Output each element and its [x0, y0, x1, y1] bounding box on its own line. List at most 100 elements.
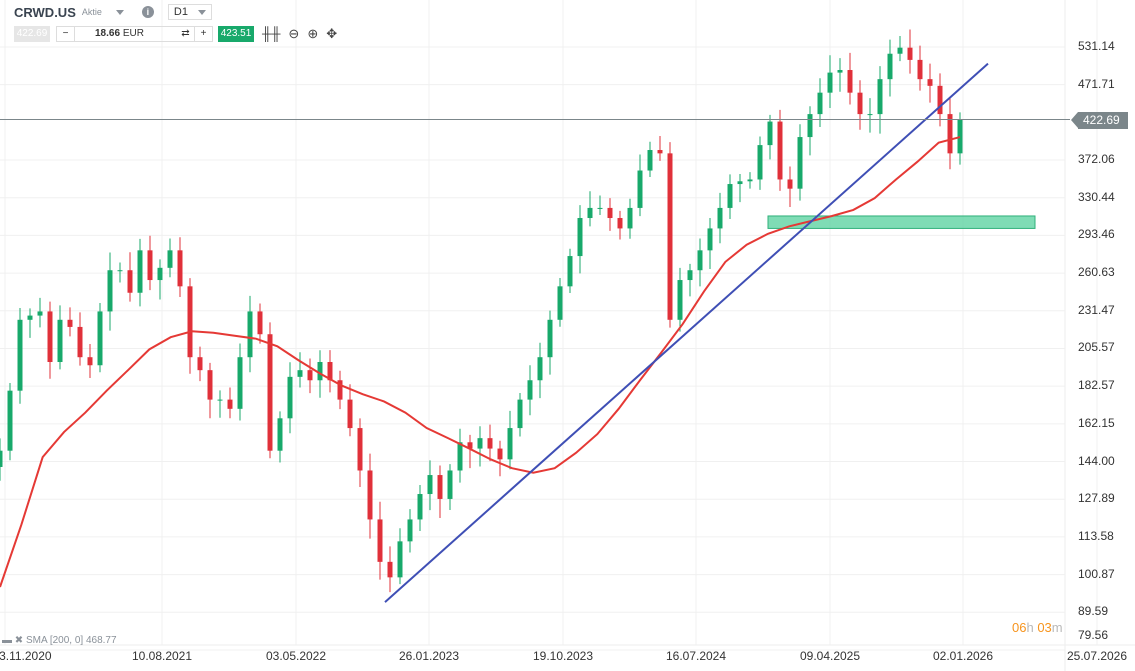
y-tick-label: 113.58 [1078, 528, 1114, 543]
timeframe-select[interactable]: D1 [167, 4, 212, 20]
candle-body [727, 184, 733, 208]
y-tick-label: 79.56 [1078, 628, 1109, 642]
y-tick-label: 531.14 [1078, 39, 1115, 53]
candle-body [517, 399, 523, 429]
candle-body [207, 370, 213, 400]
candle-body [347, 399, 353, 429]
y-tick-label: 293.46 [1078, 227, 1115, 242]
candle-body [387, 561, 393, 578]
sma-label: SMA [200, 0] 468.77 [25, 635, 117, 646]
candle-body [187, 286, 193, 358]
candle-body [167, 250, 173, 268]
candle-body [887, 53, 893, 80]
candle-body [377, 519, 383, 562]
candle-body [797, 137, 803, 189]
candle-body [937, 85, 943, 115]
candle-body [7, 390, 13, 451]
candle-body [247, 311, 253, 358]
volume-input[interactable]: 18.66 [95, 27, 121, 39]
candle-body [0, 450, 3, 467]
x-tick-label: 26.01.2023 [398, 649, 460, 663]
swap-icon[interactable]: ⇄ [177, 26, 195, 41]
currency-label: EUR [122, 27, 144, 39]
y-tick-label: 144.00 [1078, 453, 1115, 468]
zoom-in-icon[interactable]: ⊕ [307, 25, 319, 41]
candle-body [687, 270, 693, 281]
candle-body [27, 315, 33, 320]
x-tick-label: 10.08.2021 [131, 649, 193, 663]
candle-body [87, 357, 93, 366]
candle-body [507, 428, 513, 460]
x-tick-label: 03.05.2022 [265, 649, 327, 663]
candle-body [827, 72, 833, 93]
candle-body [907, 47, 913, 60]
candle-body [857, 92, 863, 115]
candle-body [447, 470, 453, 499]
candle-body [317, 362, 323, 381]
volume-stepper[interactable]: − 18.66 EUR ⇄ + [56, 25, 213, 42]
candle-body [807, 114, 813, 138]
candle-body [947, 114, 953, 154]
candle-body [647, 150, 653, 171]
candle-body [767, 121, 773, 146]
instrument-type: Aktie [81, 7, 102, 17]
candle-body [457, 442, 463, 471]
trade-bar: 422.69 − 18.66 EUR ⇄ + 423.51 ╫╫ ⊖ ⊕ ✥ [14, 25, 337, 42]
decrease-button[interactable]: − [57, 26, 75, 41]
instrument-header: CRWD.US Aktie i D1 [14, 3, 212, 21]
candle-body [57, 319, 63, 363]
candle-body [267, 334, 273, 451]
x-tick-label: 19.10.2023 [532, 649, 594, 663]
candle-body [707, 228, 713, 251]
zoom-out-icon[interactable]: ⊖ [288, 25, 300, 41]
candle-body [287, 376, 293, 419]
candle-body [107, 270, 113, 312]
candle-body [757, 145, 763, 180]
x-tick-label: 09.04.2025 [799, 649, 861, 663]
candle-body [527, 380, 533, 400]
candle-body [597, 207, 603, 209]
candle-body [277, 418, 283, 451]
candle-body [327, 362, 333, 381]
symbol-name: CRWD.US [14, 4, 76, 20]
candle-body [467, 442, 473, 449]
candle-body [157, 267, 163, 281]
y-tick-label: 89.59 [1078, 604, 1109, 619]
candles-icon[interactable]: ╫╫ [262, 26, 281, 41]
y-tick-label: 127.89 [1078, 491, 1115, 506]
candle-body [567, 256, 573, 287]
candle-body [427, 475, 433, 495]
candle-body [67, 319, 73, 327]
increase-button[interactable]: + [200, 27, 207, 39]
candle-body [917, 59, 923, 80]
candle-body [257, 311, 263, 335]
timeframe-value: D1 [173, 6, 188, 18]
chevron-down-icon [197, 10, 206, 15]
candle-body [17, 319, 23, 391]
candle-body [117, 270, 123, 272]
candle-body [607, 207, 613, 219]
candle-body [367, 470, 373, 520]
chevron-down-icon[interactable] [115, 9, 124, 15]
candle-body [577, 218, 583, 257]
candle-body [437, 475, 443, 499]
candle-body [957, 119, 963, 154]
candle-body [217, 399, 223, 401]
y-tick-label: 260.63 [1078, 265, 1115, 280]
candle-body [177, 250, 183, 287]
candle-body [627, 207, 633, 229]
candle-body [47, 311, 53, 363]
buy-button[interactable]: 423.51 [218, 25, 254, 42]
candle-body [497, 448, 503, 460]
candle-body [407, 519, 413, 542]
candle-body [667, 153, 673, 320]
info-icon[interactable]: i [141, 6, 154, 18]
sell-button[interactable]: 422.69 [14, 25, 50, 42]
candle-body [137, 250, 143, 293]
candle-body [557, 286, 563, 320]
move-icon[interactable]: ✥ [326, 25, 338, 41]
indicator-legend[interactable]: ▬ ✖ SMA [200, 0] 468.77 [2, 635, 117, 646]
candle-body [297, 370, 303, 377]
candle-body [717, 207, 723, 229]
